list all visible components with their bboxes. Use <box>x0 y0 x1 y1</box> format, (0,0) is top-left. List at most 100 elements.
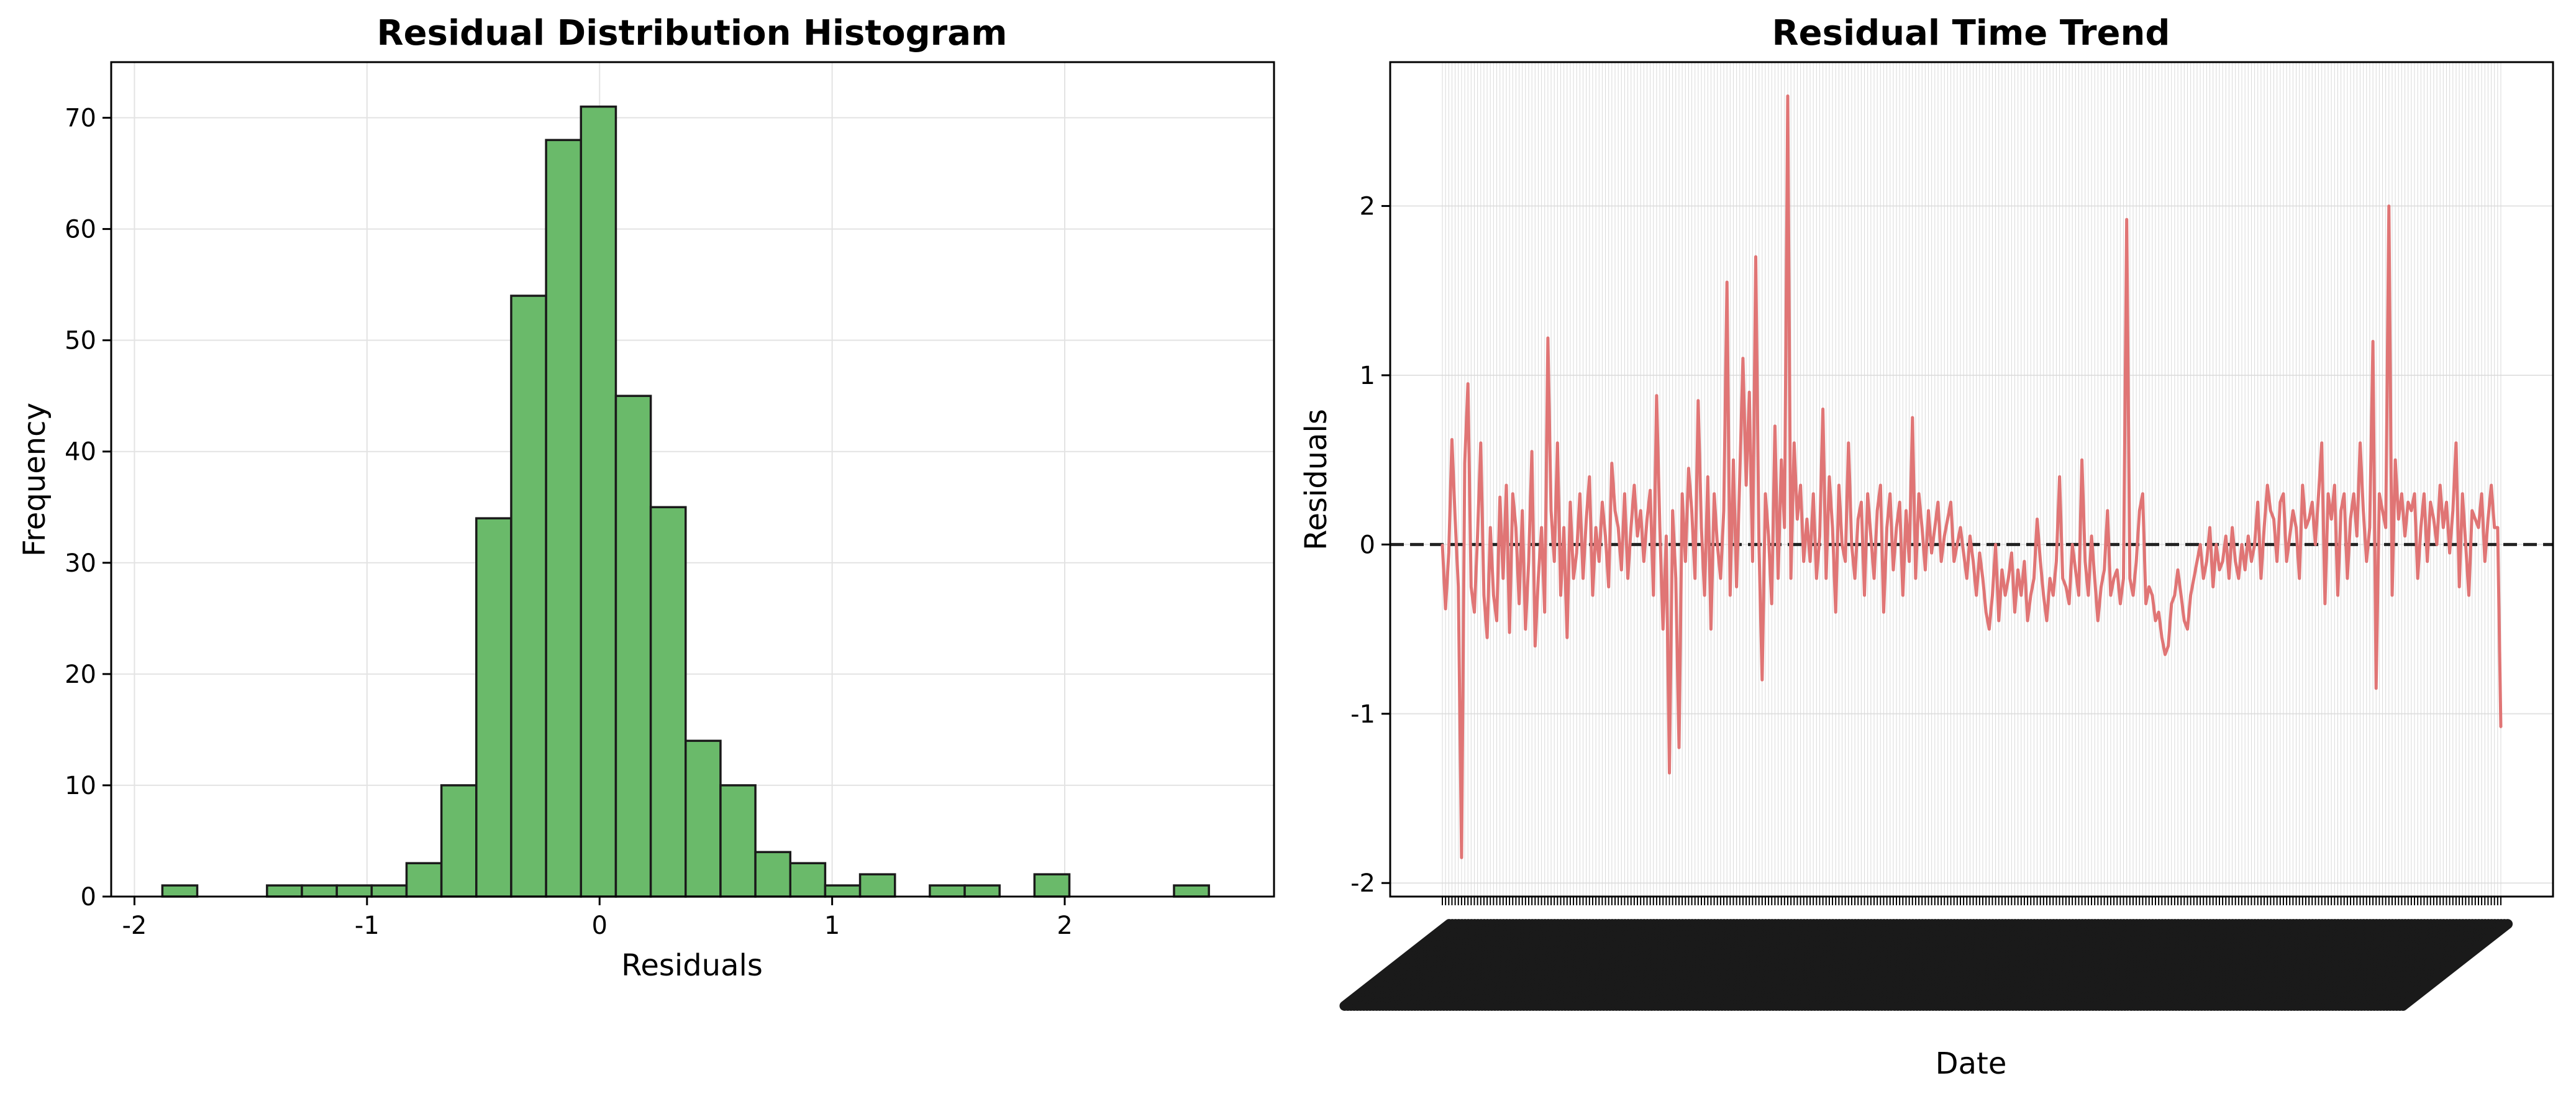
residual-point <box>2199 543 2201 546</box>
residual-point <box>1770 603 1773 605</box>
residual-point <box>1716 543 1719 546</box>
residual-point <box>2241 543 2243 546</box>
residual-point <box>2288 535 2291 537</box>
residual-point <box>2221 560 2224 563</box>
residual-point <box>1998 619 2000 622</box>
residual-point <box>2419 526 2422 529</box>
residual-point <box>1444 608 1447 610</box>
residual-point <box>2493 526 2496 529</box>
residual-point <box>2237 577 2240 580</box>
residual-point <box>2103 569 2106 571</box>
residual-point <box>1876 509 1878 512</box>
residual-point <box>2218 569 2221 571</box>
residual-point <box>1847 442 1850 444</box>
residual-point <box>1633 484 1636 486</box>
trend-y-axis-label: Residuals <box>1299 409 1334 550</box>
histogram-y-tick-label: 10 <box>65 772 96 800</box>
histogram-x-axis-label: Residuals <box>621 948 763 983</box>
residual-point <box>1908 560 1911 563</box>
residual-point <box>2365 560 2368 563</box>
trend-y-ticks: -2 -1 0 1 2 <box>1350 193 1390 898</box>
residual-point <box>2458 585 2460 588</box>
residual-point <box>2272 518 2275 521</box>
histogram-bar <box>614 395 652 898</box>
residual-point <box>2308 518 2310 521</box>
residual-point <box>2244 569 2246 571</box>
residual-point <box>2327 493 2329 495</box>
residual-point <box>1681 493 1683 495</box>
residual-point <box>1672 509 1674 512</box>
histogram-bar <box>789 862 827 898</box>
residual-point <box>1783 526 1786 529</box>
residual-point <box>1736 585 1738 588</box>
residual-point <box>2429 501 2432 503</box>
residual-point <box>2046 619 2048 622</box>
residual-point <box>1477 535 1479 537</box>
histogram-y-ticks: 0 10 20 30 40 50 60 70 <box>65 104 111 911</box>
residual-point <box>2426 560 2429 563</box>
residual-point <box>2407 501 2410 503</box>
residual-point <box>2106 509 2109 512</box>
residual-point <box>2442 526 2444 529</box>
residual-point <box>1502 577 1504 580</box>
residual-point <box>2113 577 2115 580</box>
residual-point <box>1931 552 1933 554</box>
trend-x-axis-label: Date <box>1936 1046 2007 1081</box>
residual-point <box>2231 526 2234 529</box>
residual-point <box>2452 509 2454 512</box>
residual-point <box>1953 560 1955 563</box>
residual-point <box>2391 594 2393 596</box>
residual-point <box>1850 543 1853 546</box>
residual-point <box>1742 357 1744 360</box>
residual-point <box>2017 569 2019 571</box>
residual-point <box>2183 619 2185 622</box>
histogram-y-tick-label: 0 <box>81 883 96 911</box>
residual-point <box>2129 577 2131 580</box>
residual-point <box>1968 535 1971 537</box>
histogram-bar <box>580 105 617 898</box>
residual-point <box>2330 518 2333 521</box>
residual-point <box>2196 560 2198 563</box>
residual-point <box>1901 594 1904 596</box>
residual-point <box>1582 577 1585 580</box>
residual-point <box>1764 493 1767 495</box>
residual-point <box>1825 577 1827 580</box>
residual-point <box>1959 526 1962 529</box>
residual-point <box>1470 585 1472 588</box>
histogram-panel: Residual Distribution Histogram -2 -1 0 1 2 … <box>17 13 1275 983</box>
residual-point <box>2455 442 2457 444</box>
trend-x-ticks <box>1339 897 2513 1011</box>
residual-point <box>2055 560 2057 563</box>
residual-point <box>2186 628 2188 631</box>
residual-point <box>1828 475 1831 478</box>
histogram-bar <box>1173 884 1210 898</box>
histogram-y-tick-label: 30 <box>65 549 96 578</box>
residual-point <box>1873 577 1875 580</box>
histogram-bar <box>370 884 408 898</box>
trend-axes-frame <box>1389 61 2554 898</box>
histogram-x-tick-label: -1 <box>355 911 380 940</box>
residual-point <box>1800 484 1802 486</box>
residual-point <box>1591 594 1594 596</box>
residual-point <box>1806 518 1808 521</box>
residual-point <box>1709 628 1712 631</box>
residual-point <box>1841 543 1844 546</box>
residual-point <box>1483 594 1485 596</box>
residual-series-points <box>1441 94 2502 859</box>
residual-point <box>2385 526 2387 529</box>
residual-point <box>2477 526 2480 529</box>
residual-point <box>1790 577 1792 580</box>
residual-point <box>1578 493 1581 495</box>
residual-point <box>1691 509 1693 512</box>
residual-point <box>2400 493 2403 495</box>
histogram-y-axis-label: Frequency <box>17 403 52 557</box>
residual-point <box>2372 340 2374 342</box>
residual-point <box>1489 526 1491 529</box>
residual-point <box>2490 484 2493 486</box>
histogram-axes-frame <box>110 61 1275 898</box>
residual-point <box>2126 218 2128 221</box>
residual-point <box>1645 518 1648 521</box>
residual-point <box>1697 400 1700 402</box>
residual-point <box>2052 594 2054 596</box>
